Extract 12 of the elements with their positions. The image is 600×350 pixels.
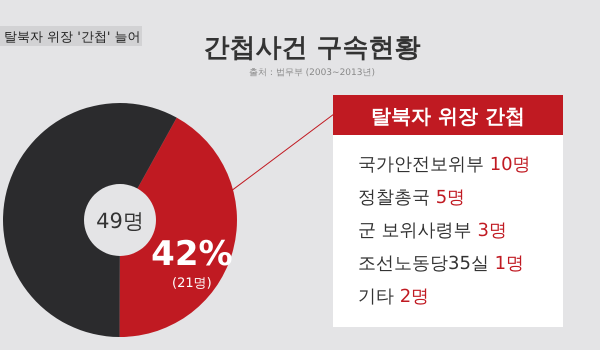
text: 탈북자 위장 간첩	[371, 104, 525, 128]
text: 정찰총국 5명	[358, 187, 466, 208]
text: 49명	[96, 209, 144, 233]
text: 군 보위사령부 3명	[358, 220, 507, 241]
text: 탈북자 위장 '간첩' 늘어	[4, 30, 141, 45]
text: 출처 : 법무부 (2003~2013년)	[249, 68, 375, 78]
text: 조선노동당35실 1명	[358, 253, 524, 274]
data-label: 42%	[151, 234, 233, 274]
text: 기타 2명	[358, 286, 430, 307]
text: 간첩사건 구속현황	[203, 33, 421, 63]
text: 국가안전보위부 10명	[358, 154, 531, 175]
text: (21명)	[172, 276, 212, 292]
